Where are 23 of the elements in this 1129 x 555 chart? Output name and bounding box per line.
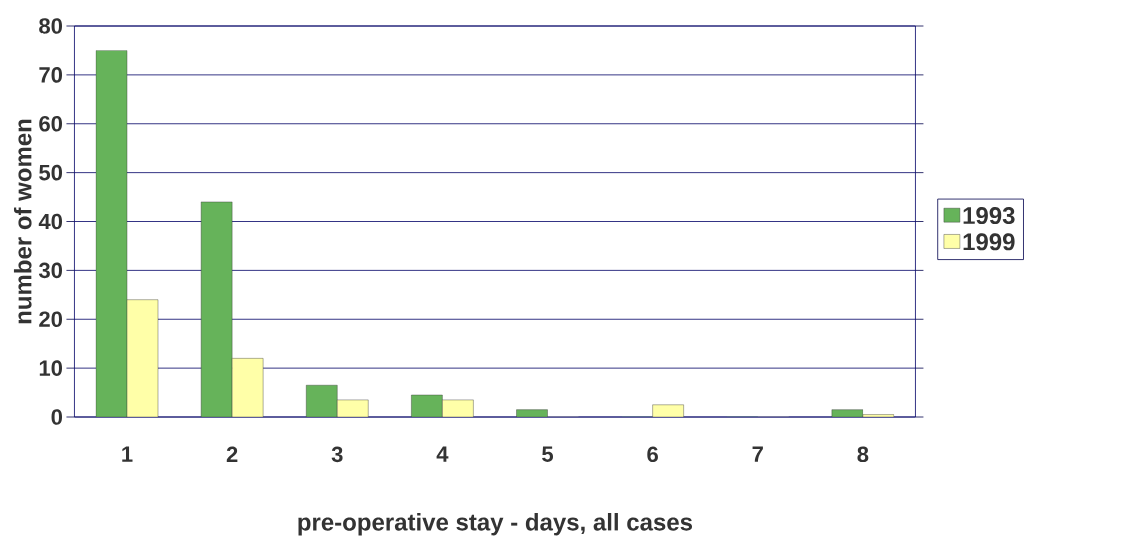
x-tick-label: 4 [436, 446, 449, 462]
bar [652, 404, 684, 417]
y-tick-label: 60 [39, 115, 63, 132]
y-tick-label: 50 [39, 164, 63, 181]
x-tick-label: 5 [542, 446, 554, 462]
y-tick-label: 30 [38, 262, 63, 279]
x-tick-label: 3 [331, 446, 343, 463]
y-tick-label: 0 [51, 409, 63, 425]
bar [516, 409, 548, 417]
y-tick-label: 80 [39, 18, 63, 34]
legend-label: 1999 [963, 233, 1015, 251]
x-tick-label: 7 [752, 446, 763, 462]
y-tick-label: 40 [38, 213, 63, 230]
x-tick-label: 6 [647, 446, 658, 463]
y-tick-label: 70 [39, 67, 63, 83]
x-axis-title: pre-operative stay - days, all cases [298, 513, 693, 536]
legend-label: 1993 [963, 207, 1015, 225]
x-tick-label: 8 [857, 446, 869, 463]
x-tick-label: 1 [122, 446, 133, 462]
y-tick-label: 10 [39, 360, 63, 376]
x-tick-label: 2 [226, 446, 238, 462]
y-axis-title: number of women [13, 119, 32, 324]
y-tick-label: 20 [39, 311, 63, 328]
